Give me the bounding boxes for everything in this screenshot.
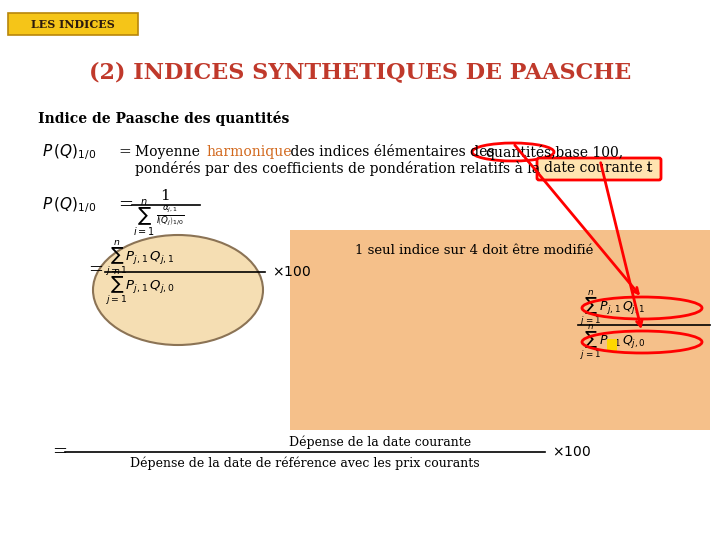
- Text: (2) INDICES SYNTHETIQUES DE PAASCHE: (2) INDICES SYNTHETIQUES DE PAASCHE: [89, 61, 631, 83]
- Text: pondérés par des coefficients de pondération relatifs à la: pondérés par des coefficients de pondéra…: [135, 160, 540, 176]
- Text: Dépense de la date de référence avec les prix courants: Dépense de la date de référence avec les…: [130, 456, 480, 470]
- Text: $\sum_{j=1}^{n} P_{j,1}\,Q_{j,1}$: $\sum_{j=1}^{n} P_{j,1}\,Q_{j,1}$: [580, 288, 646, 328]
- FancyBboxPatch shape: [537, 158, 661, 180]
- Text: $P\,(Q)_{1/0}$: $P\,(Q)_{1/0}$: [42, 195, 96, 215]
- Text: =: =: [88, 261, 103, 279]
- Ellipse shape: [93, 235, 263, 345]
- Text: $\times 100$: $\times 100$: [272, 265, 311, 279]
- Text: LES INDICES: LES INDICES: [31, 18, 115, 30]
- Text: $_1$: $_1$: [645, 161, 652, 174]
- Text: $\frac{\alpha_{j,1}}{I\!\left(Q_j\right)_{1/0}}$: $\frac{\alpha_{j,1}}{I\!\left(Q_j\right)…: [156, 204, 184, 228]
- Text: =: =: [118, 145, 131, 159]
- Text: Moyenne: Moyenne: [135, 145, 204, 159]
- Text: $\times 100$: $\times 100$: [552, 445, 591, 459]
- Text: =: =: [118, 196, 133, 214]
- Text: Dépense de la date courante: Dépense de la date courante: [289, 435, 471, 449]
- Text: $\sum_{j=1}^{n} P_{j,1}\,Q_{j,0}$: $\sum_{j=1}^{n} P_{j,1}\,Q_{j,0}$: [105, 267, 175, 307]
- Text: date courante t: date courante t: [544, 161, 652, 175]
- Text: Indice de Paasche des quantités: Indice de Paasche des quantités: [38, 111, 289, 125]
- Text: quantités,: quantités,: [485, 145, 556, 159]
- FancyBboxPatch shape: [290, 230, 710, 430]
- Text: $\sum_{j=1}^{n} P_{j,1}\,Q_{j,0}$: $\sum_{j=1}^{n} P_{j,1}\,Q_{j,0}$: [580, 322, 646, 362]
- FancyBboxPatch shape: [8, 13, 138, 35]
- Text: 1: 1: [160, 189, 170, 203]
- Text: $\sum_{j=1}^{n} P_{j,1}\,Q_{j,1}$: $\sum_{j=1}^{n} P_{j,1}\,Q_{j,1}$: [105, 238, 174, 278]
- Text: 1 seul indice sur 4 doit être modifié: 1 seul indice sur 4 doit être modifié: [355, 244, 593, 256]
- Text: harmonique: harmonique: [206, 145, 292, 159]
- FancyBboxPatch shape: [607, 339, 617, 351]
- Text: base 100,: base 100,: [551, 145, 623, 159]
- Text: $\sum_{i=1}^{n}$: $\sum_{i=1}^{n}$: [133, 197, 155, 239]
- Text: $P\,(Q)_{1/0}$: $P\,(Q)_{1/0}$: [42, 142, 96, 162]
- Text: des indices élémentaires des: des indices élémentaires des: [286, 145, 495, 159]
- Text: =: =: [52, 443, 67, 461]
